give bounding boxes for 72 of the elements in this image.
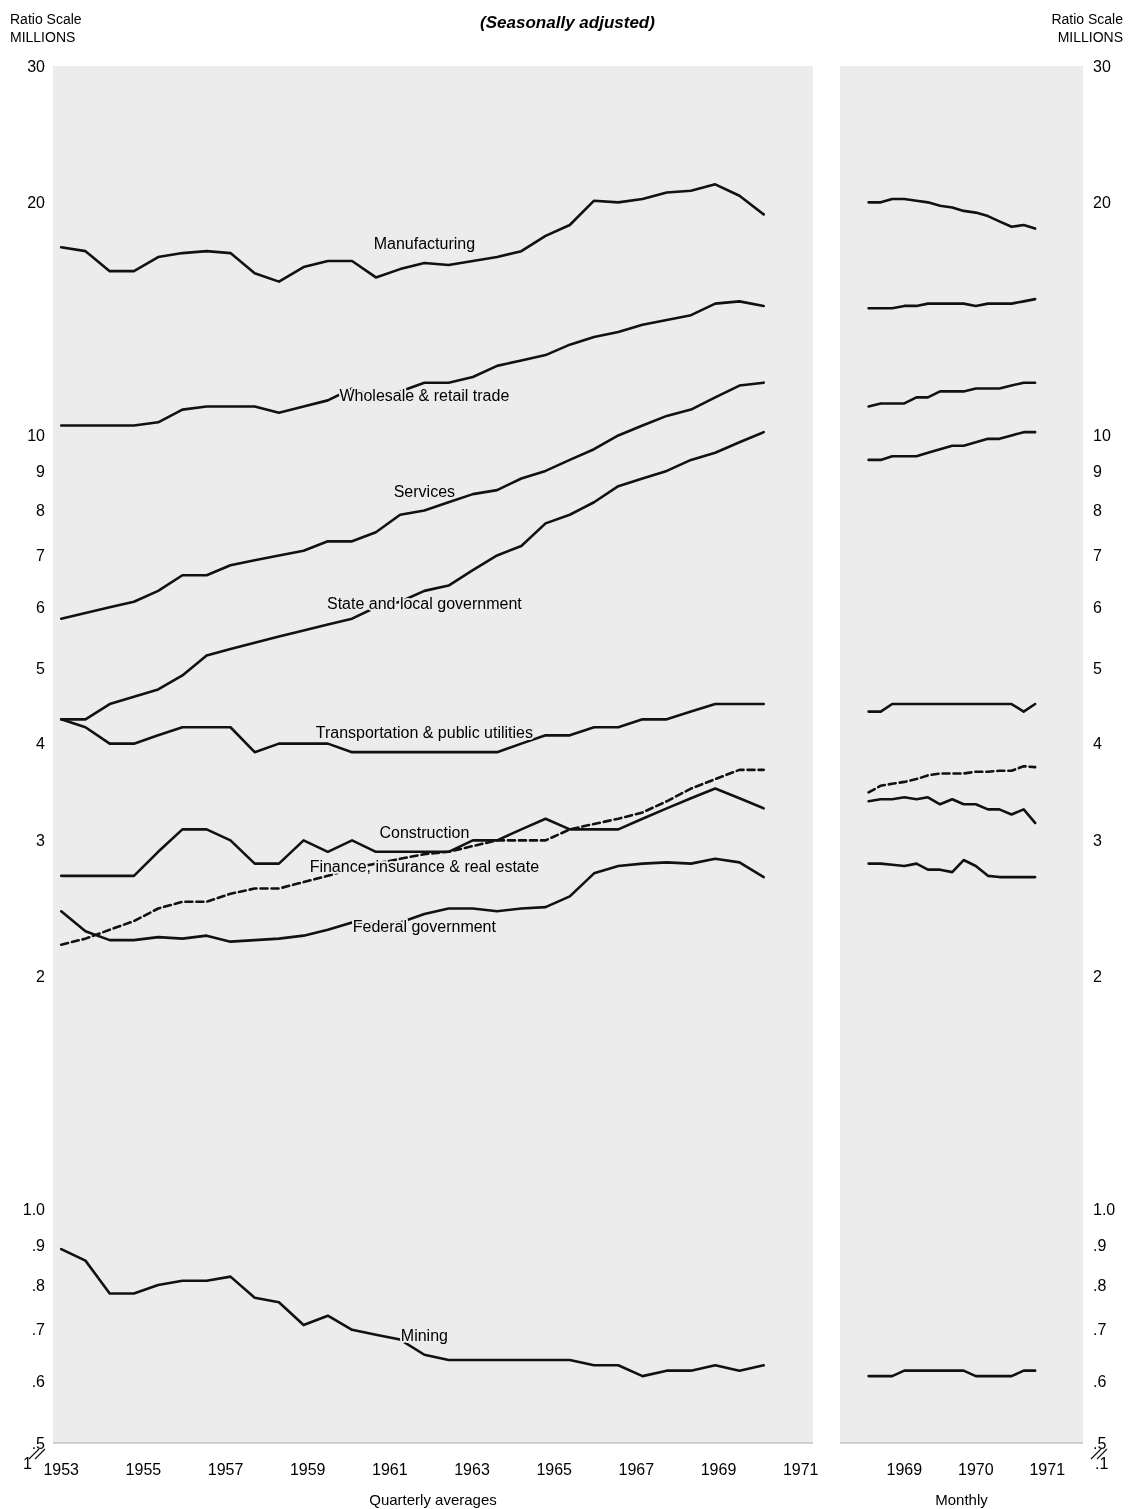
series-label: Mining <box>400 1326 448 1344</box>
series-label: Transportation & public utilities <box>315 724 534 742</box>
line-series <box>867 430 1037 462</box>
y-tick-label: 2 <box>36 968 46 986</box>
y-tick-label: 10 <box>27 427 46 445</box>
series-label: Finance, insurance & real estate <box>309 858 540 876</box>
y-tick-label: 7 <box>1093 547 1102 565</box>
y-tick-label: 6 <box>1093 598 1102 616</box>
x-tick-label: 1963 <box>454 1461 490 1478</box>
line-series <box>59 300 765 427</box>
series-label: Services <box>393 482 456 500</box>
x-tick-label: 1970 <box>958 1461 994 1478</box>
line-series <box>867 796 1037 825</box>
line-series <box>59 1247 765 1378</box>
line-series <box>867 297 1037 310</box>
y-tick-label: 3 <box>1093 832 1102 849</box>
y-tick-label: 6 <box>36 598 46 616</box>
series-label: Construction <box>379 823 470 841</box>
line-series <box>867 197 1037 230</box>
chart-title: (Seasonally adjusted) <box>480 13 656 32</box>
y-tick-label: 7 <box>36 547 46 565</box>
line-series <box>867 858 1037 879</box>
y-tick-label: 5 <box>36 660 46 678</box>
text: .1 <box>1095 1455 1109 1472</box>
y-tick-label: 30 <box>27 57 46 75</box>
x-tick-label: 1965 <box>536 1461 573 1478</box>
x-tick-label: 1957 <box>207 1461 244 1478</box>
y-tick-label: 4 <box>36 735 46 753</box>
x-axis-title: Quarterly averages <box>369 1491 497 1508</box>
y-tick-label: .8 <box>1093 1276 1107 1294</box>
x-tick-label: 1971 <box>782 1461 819 1478</box>
x-tick-label: 1969 <box>700 1461 737 1478</box>
y-tick-label: 3 <box>36 832 46 849</box>
y-tick-label: 1.0 <box>1093 1201 1116 1219</box>
line-series <box>59 183 765 283</box>
line-series <box>59 381 765 620</box>
y-tick-label: 9 <box>36 462 46 480</box>
x-tick-label: 1961 <box>372 1461 408 1478</box>
x-tick-label: 1959 <box>289 1461 326 1478</box>
y-tick-label: 4 <box>1093 735 1102 753</box>
y-tick-label: 9 <box>1093 462 1102 480</box>
x-tick-label: 1967 <box>618 1461 655 1478</box>
y-tick-label: .5 <box>31 1434 46 1452</box>
y-tick-label: 1.0 <box>22 1201 46 1219</box>
text: 1 <box>23 1455 32 1472</box>
line-series <box>59 768 765 947</box>
y-axis-title: Ratio Scale MILLIONS <box>1051 11 1124 45</box>
y-tick-label: .9 <box>1093 1236 1107 1254</box>
series-label: Manufacturing <box>373 235 476 253</box>
y-tick-label: 20 <box>1093 193 1111 211</box>
y-tick-label: .5 <box>1093 1434 1107 1452</box>
line-series <box>867 764 1037 794</box>
y-tick-label: 8 <box>1093 502 1102 520</box>
x-axis-title: Monthly <box>935 1491 989 1508</box>
y-tick-label: 30 <box>1093 57 1111 75</box>
y-tick-label: .7 <box>31 1321 46 1339</box>
line-series <box>867 381 1037 408</box>
y-tick-label: .6 <box>31 1373 46 1391</box>
x-tick-label: 1971 <box>1029 1461 1066 1478</box>
x-tick-label: 1969 <box>886 1461 923 1478</box>
y-tick-label: .7 <box>1093 1321 1107 1339</box>
y-tick-label: 8 <box>36 502 46 520</box>
y-tick-label: 2 <box>1093 968 1102 986</box>
y-tick-label: 10 <box>1093 427 1111 445</box>
y-tick-label: .9 <box>31 1236 46 1254</box>
y-tick-label: .8 <box>31 1276 46 1294</box>
y-tick-label: .6 <box>1093 1373 1107 1391</box>
y-tick-label: 5 <box>1093 660 1102 678</box>
x-tick-label: 1955 <box>125 1461 162 1478</box>
y-axis-title: Ratio Scale MILLIONS <box>10 11 82 45</box>
y-tick-label: 20 <box>27 193 46 211</box>
x-tick-label: 1953 <box>43 1461 80 1478</box>
